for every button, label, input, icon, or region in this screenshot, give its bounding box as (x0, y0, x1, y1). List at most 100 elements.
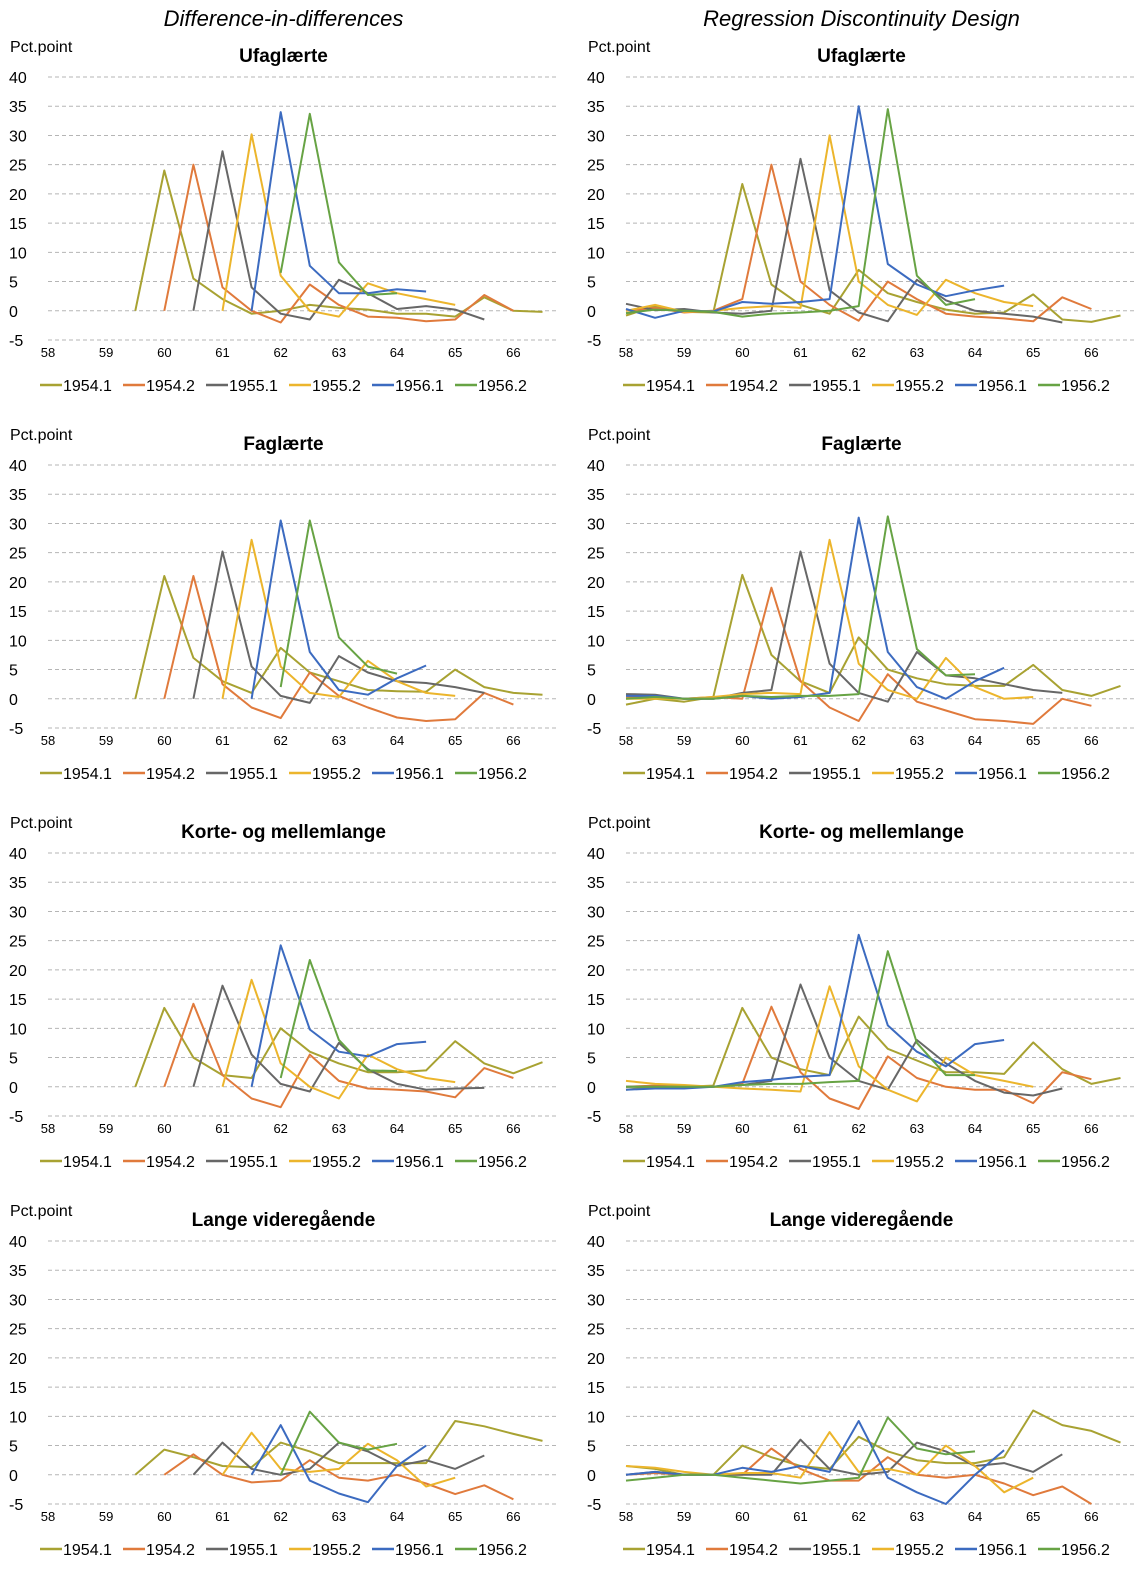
legend-label: 1956.2 (1061, 766, 1110, 783)
series-line-1954-1 (134, 575, 543, 700)
y-tick-label: 20 (587, 963, 605, 980)
x-tick-label: 64 (968, 1121, 982, 1136)
x-tick-label: 63 (332, 1509, 346, 1524)
y-axis-unit-label: Pct.point (10, 1203, 73, 1220)
series-line-1956-1 (250, 519, 427, 699)
x-tick-label: 61 (215, 1509, 229, 1524)
chart-title: Ufaglærte (817, 46, 906, 67)
x-tick-label: 64 (968, 733, 982, 748)
series-line-1956-2 (625, 1416, 976, 1485)
y-tick-label: 15 (587, 1380, 605, 1397)
y-tick-label: 15 (587, 216, 605, 233)
legend-label: 1956.2 (478, 1542, 527, 1559)
x-tick-label: 62 (851, 1121, 865, 1136)
y-tick-label: 40 (587, 846, 605, 863)
x-tick-label: 63 (910, 1509, 924, 1524)
series-line-1954-2 (163, 1453, 514, 1501)
x-tick-label: 65 (448, 733, 462, 748)
legend-label: 1955.2 (895, 1154, 944, 1171)
legend-label: 1956.1 (978, 378, 1027, 395)
y-tick-label: 5 (9, 1439, 18, 1456)
x-tick-label: 61 (215, 1121, 229, 1136)
y-axis-unit-label: Pct.point (588, 815, 651, 832)
x-tick-label: 63 (910, 733, 924, 748)
x-tick-label: 62 (273, 1121, 287, 1136)
x-tick-label: 63 (332, 1121, 346, 1136)
legend-label: 1954.2 (729, 378, 778, 395)
chart-panel: Lange videregående Pct.point -5 0 5 10 15 20 25 3… (587, 1203, 1135, 1559)
y-tick-label: 25 (9, 934, 27, 951)
x-tick-label: 66 (506, 1121, 520, 1136)
series-line-1955-1 (192, 550, 485, 704)
column-heading-did: Difference-in-differences (163, 6, 404, 31)
y-tick-label: 25 (587, 158, 605, 175)
y-tick-label: -5 (9, 1109, 23, 1126)
x-tick-label: 58 (619, 1509, 633, 1524)
legend-label: 1954.1 (63, 378, 112, 395)
series-line-1956-1 (250, 1424, 427, 1504)
legend-label: 1954.1 (63, 766, 112, 783)
y-tick-label: 10 (9, 245, 27, 262)
y-tick-label: 15 (9, 216, 27, 233)
y-tick-label: 40 (9, 458, 27, 475)
y-tick-label: 35 (9, 99, 27, 116)
series-line-1955-2 (221, 538, 456, 699)
y-tick-label: 25 (587, 934, 605, 951)
y-tick-label: 5 (9, 1051, 18, 1068)
x-tick-label: 62 (851, 1509, 865, 1524)
x-tick-label: 66 (506, 1509, 520, 1524)
x-tick-label: 66 (506, 345, 520, 360)
y-tick-label: 30 (587, 128, 605, 145)
x-tick-label: 58 (41, 345, 55, 360)
series-line-1956-2 (279, 112, 398, 296)
x-tick-label: 58 (619, 733, 633, 748)
x-tick-label: 64 (390, 345, 404, 360)
x-tick-label: 62 (851, 733, 865, 748)
chart-panel: Lange videregående Pct.point -5 0 5 10 15 20 25 3… (9, 1203, 557, 1559)
legend-label: 1956.2 (478, 378, 527, 395)
y-tick-label: 40 (9, 846, 27, 863)
x-tick-label: 61 (215, 345, 229, 360)
y-tick-label: 0 (587, 304, 596, 321)
legend-label: 1956.1 (395, 766, 444, 783)
y-tick-label: -5 (587, 1109, 601, 1126)
x-tick-label: 61 (793, 345, 807, 360)
x-tick-label: 60 (735, 345, 749, 360)
y-tick-label: 20 (9, 187, 27, 204)
chart-panel: Ufaglærte Pct.point -5 0 5 10 15 20 25 30 35 40 58 59… (587, 39, 1135, 395)
y-tick-label: -5 (9, 721, 23, 738)
y-tick-label: 5 (9, 663, 18, 680)
legend-label: 1954.1 (646, 1154, 695, 1171)
x-tick-label: 63 (910, 345, 924, 360)
legend-label: 1954.2 (146, 766, 195, 783)
legend-label: 1955.2 (895, 378, 944, 395)
legend-label: 1955.2 (895, 766, 944, 783)
legend-label: 1955.1 (812, 1154, 861, 1171)
chart-title: Korte- og mellemlange (759, 822, 964, 843)
legend-label: 1956.1 (395, 1154, 444, 1171)
x-tick-label: 58 (41, 733, 55, 748)
legend-label: 1956.2 (478, 766, 527, 783)
x-tick-label: 59 (677, 345, 691, 360)
y-tick-label: 35 (587, 99, 605, 116)
y-tick-label: 35 (9, 1263, 27, 1280)
legend-label: 1955.1 (229, 378, 278, 395)
y-tick-label: 25 (587, 546, 605, 563)
series-line-1956-2 (625, 108, 976, 318)
y-tick-label: 15 (9, 1380, 27, 1397)
series-line-1956-1 (625, 933, 1005, 1091)
y-tick-label: 10 (587, 1021, 605, 1038)
legend-label: 1954.1 (646, 766, 695, 783)
y-tick-label: 0 (9, 692, 18, 709)
y-tick-label: 30 (587, 1292, 605, 1309)
chart-title: Ufaglærte (239, 46, 328, 67)
y-axis-unit-label: Pct.point (10, 815, 73, 832)
y-tick-label: 20 (9, 963, 27, 980)
y-tick-label: 20 (9, 1351, 27, 1368)
legend-label: 1955.1 (229, 1542, 278, 1559)
chart-panel: Korte- og mellemlange Pct.point -5 0 5 10 15 20… (9, 815, 557, 1171)
x-tick-label: 60 (735, 1121, 749, 1136)
y-tick-label: 35 (9, 487, 27, 504)
legend-label: 1954.2 (146, 378, 195, 395)
chart-title: Faglærte (243, 434, 323, 455)
